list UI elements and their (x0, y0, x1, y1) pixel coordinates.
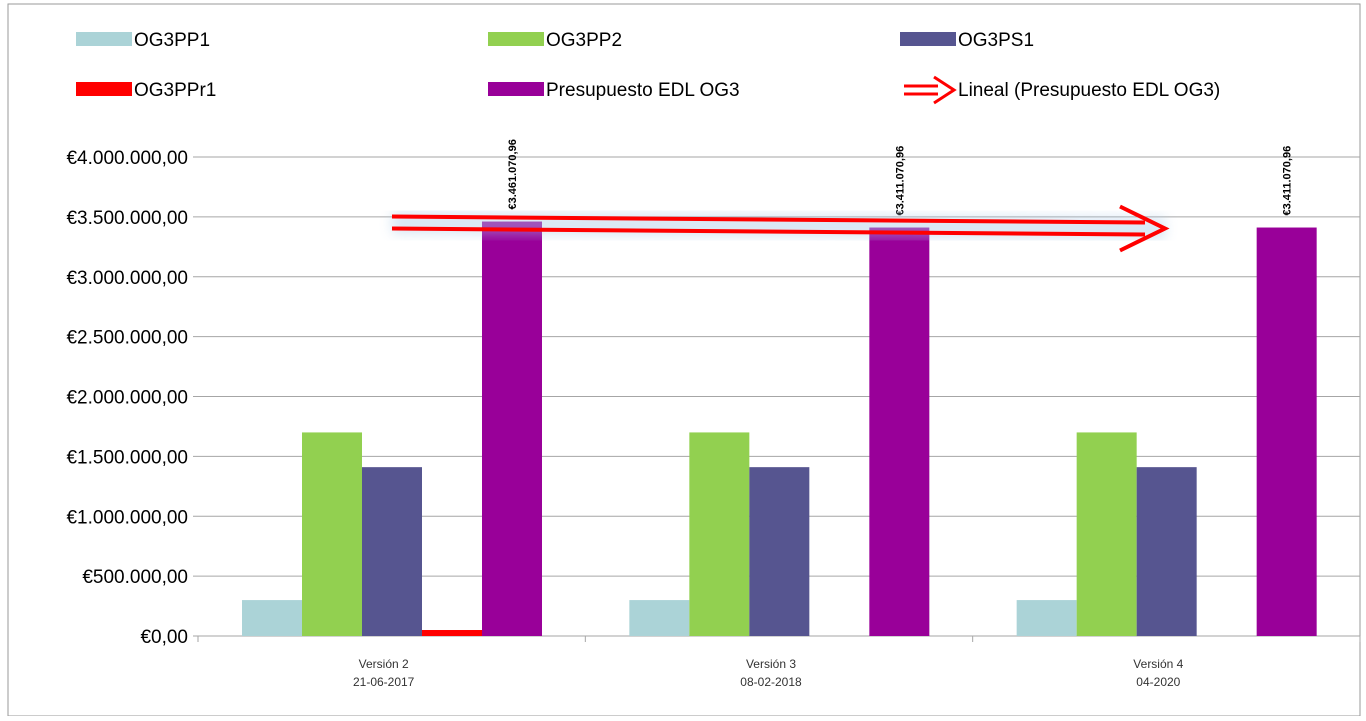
legend-item-og3pp1: OG3PP1 (76, 30, 210, 51)
legend-item-og3pp2: OG3PP2 (488, 30, 622, 51)
bar-og3ps1 (749, 467, 810, 636)
bar-og3ppr1 (422, 630, 482, 636)
data-label: €3.411.070,96 (1282, 146, 1294, 216)
legend-swatch (76, 82, 132, 96)
x-tick-label-date: 21-06-2017 (353, 675, 415, 689)
bar-og3pp2 (302, 432, 362, 636)
bar-og3pp1 (1016, 600, 1077, 636)
legend-item-og3ppr1: OG3PPr1 (76, 80, 216, 101)
legend-item-presupuesto-edl-og3: Presupuesto EDL OG3 (488, 80, 740, 101)
legend-arrowhead (933, 75, 957, 105)
y-tick-label: €2.000.000,00 (66, 388, 188, 409)
legend-swatch (488, 82, 544, 96)
legend-label: OG3PP2 (546, 30, 622, 51)
trendline-upper (391, 214, 1146, 225)
legend-label: OG3PPr1 (134, 80, 216, 101)
y-tick-label: €500.000,00 (82, 567, 188, 588)
y-tick-label: €0,00 (140, 627, 188, 648)
legend-item-og3ps1: OG3PS1 (900, 30, 1034, 51)
y-tick-label: €2.500.000,00 (66, 328, 188, 349)
bar-presupuesto-edl-og3 (1256, 227, 1317, 637)
bar-og3pp2 (689, 432, 750, 636)
y-tick-label: €3.000.000,00 (66, 268, 188, 289)
data-label: €3.411.070,96 (894, 146, 906, 216)
bar-og3pp1 (242, 600, 302, 636)
bar-presupuesto-edl-og3 (869, 227, 930, 637)
bar-og3pp1 (629, 600, 690, 636)
data-label: €3.461.070,96 (507, 139, 519, 209)
trendline (391, 204, 1170, 253)
axes: €0,00 €500.000,00 €1.000.000,00 €1.500.000,… (66, 148, 1361, 689)
legend-label: OG3PP1 (134, 30, 210, 51)
y-tick-label: €4.000.000,00 (66, 148, 188, 169)
trendline-glow (391, 211, 1166, 240)
bar-og3ps1 (362, 467, 422, 636)
legend-label: Lineal (Presupuesto EDL OG3) (958, 80, 1220, 101)
legend-swatch (900, 32, 956, 46)
x-tick-label: Versión 3 (746, 657, 796, 671)
data-labels: €3.461.070,96 €3.411.070,96 €3.411.070,96 (507, 139, 1294, 215)
y-tick-label: €1.500.000,00 (66, 447, 188, 468)
y-tick-label: €3.500.000,00 (66, 208, 188, 229)
legend-label: OG3PS1 (958, 30, 1034, 51)
legend-swatch (76, 32, 132, 46)
y-tick-label: €1.000.000,00 (66, 507, 188, 528)
legend-label: Presupuesto EDL OG3 (546, 80, 740, 101)
legend-item-lineal-presupuesto-edl-og3: Lineal (Presupuesto EDL OG3) (904, 75, 1220, 105)
x-tick-label-date: 08-02-2018 (740, 675, 802, 689)
bar-presupuesto-edl-og3 (482, 221, 542, 637)
trendline-lower (391, 226, 1146, 237)
x-tick-label-date: 04-2020 (1136, 675, 1180, 689)
x-tick-label: Versión 2 (359, 657, 409, 671)
bar-og3pp2 (1076, 432, 1137, 636)
legend: OG3PP1 OG3PP2 OG3PS1 OG3PPr1 Presupuesto EDL… (76, 30, 1220, 105)
bar-og3ps1 (1136, 467, 1197, 636)
bars (242, 221, 1317, 637)
trendline-arrowhead (1119, 204, 1170, 253)
x-tick-label: Versión 4 (1133, 657, 1183, 671)
legend-swatch (488, 32, 544, 46)
